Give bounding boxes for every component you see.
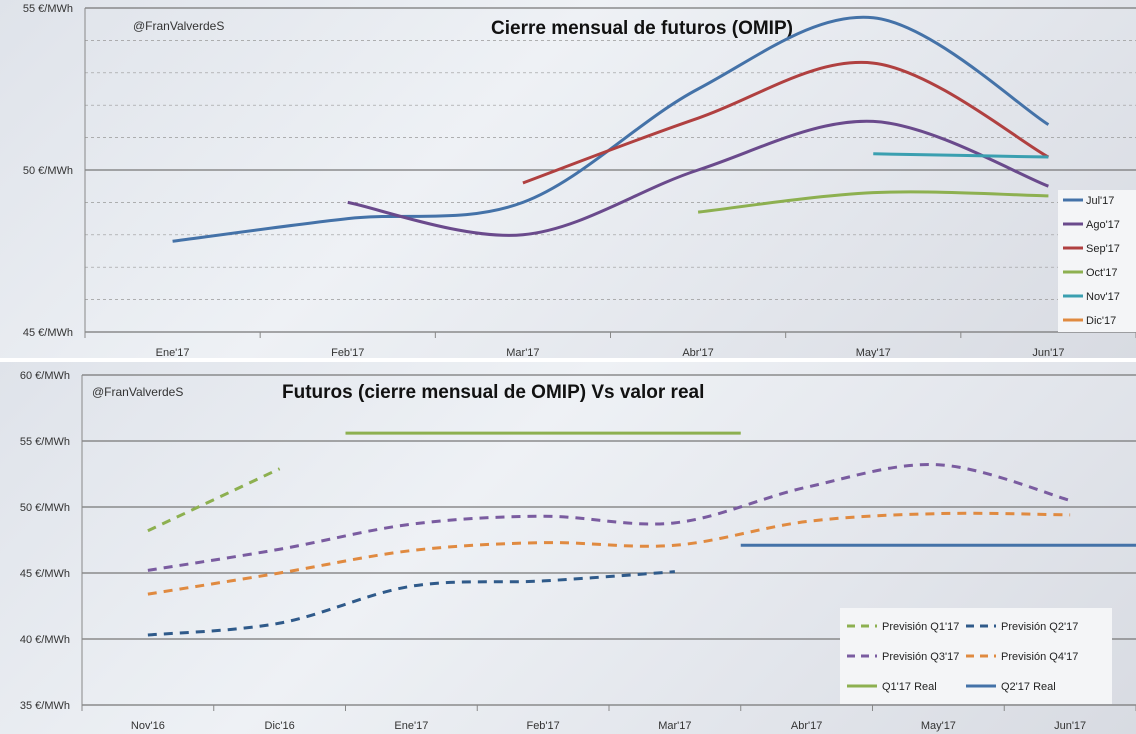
legend-label: Dic'17 — [1086, 315, 1116, 327]
legend-label: Previsión Q4'17 — [1001, 651, 1078, 663]
y-tick-label: 55 €/MWh — [23, 3, 73, 15]
series-line-1 — [347, 119, 1049, 237]
y-tick-label: 60 €/MWh — [20, 370, 70, 382]
legend-box — [840, 608, 1112, 704]
x-tick-label: Jun'17 — [1054, 720, 1086, 732]
x-tick-label: Mar'17 — [658, 720, 691, 732]
series-line-2 — [522, 60, 1050, 185]
y-tick-label: 40 €/MWh — [20, 634, 70, 646]
x-tick-label: Ene'17 — [156, 347, 190, 358]
x-tick-label: Feb'17 — [331, 347, 364, 358]
series-line-0 — [147, 467, 281, 533]
legend-label: Jul'17 — [1086, 195, 1114, 207]
legend-label: Q2'17 Real — [1001, 681, 1056, 693]
chart-title: Futuros (cierre mensual de OMIP) Vs valo… — [282, 382, 704, 403]
x-tick-label: Abr'17 — [682, 347, 713, 358]
x-tick-label: Feb'17 — [526, 720, 559, 732]
x-tick-label: Nov'16 — [131, 720, 165, 732]
x-tick-label: May'17 — [856, 347, 891, 358]
y-tick-label: 45 €/MWh — [23, 327, 73, 339]
legend-box — [1058, 190, 1136, 332]
legend-label: Sep'17 — [1086, 243, 1120, 255]
chart-title: Cierre mensual de futuros (OMIP) — [491, 18, 793, 39]
legend-label: Previsión Q2'17 — [1001, 621, 1078, 633]
y-tick-label: 50 €/MWh — [20, 502, 70, 514]
legend-label: Previsión Q3'17 — [882, 651, 959, 663]
x-tick-label: Ene'17 — [394, 720, 428, 732]
y-tick-label: 55 €/MWh — [20, 436, 70, 448]
legend-label: Nov'17 — [1086, 291, 1120, 303]
y-tick-label: 35 €/MWh — [20, 700, 70, 712]
series-line-4 — [873, 152, 1049, 159]
chart-1-svg: 45 €/MWh 50 €/MWh 55 €/MWh Ene'17 Feb'17 Mar'… — [23, 3, 1136, 358]
x-tick-label: Jun'17 — [1032, 347, 1064, 358]
chart-futures-vs-real: 35 €/MWh 40 €/MWh 45 €/MWh 50 €/MWh 55 €/MWh… — [0, 362, 1136, 734]
x-tick-label: Dic'16 — [265, 720, 295, 732]
y-tick-label: 50 €/MWh — [23, 165, 73, 177]
series-line-0 — [172, 15, 1050, 243]
legend-label: Ago'17 — [1086, 219, 1120, 231]
series-line-3 — [697, 190, 1049, 214]
series-line-1 — [147, 570, 675, 637]
x-tick-label: May'17 — [921, 720, 956, 732]
x-tick-label: Mar'17 — [506, 347, 539, 358]
watermark-handle: @FranValverdeS — [92, 385, 183, 399]
chart-2-svg: 35 €/MWh 40 €/MWh 45 €/MWh 50 €/MWh 55 €/MWh… — [20, 370, 1136, 732]
legend-label: Q1'17 Real — [882, 681, 937, 693]
series-line-2 — [147, 463, 1071, 572]
x-tick-label: Abr'17 — [791, 720, 822, 732]
series-line-3 — [147, 511, 1071, 596]
y-tick-label: 45 €/MWh — [20, 568, 70, 580]
chart-futures-monthly-close: 45 €/MWh 50 €/MWh 55 €/MWh Ene'17 Feb'17 Mar'… — [0, 0, 1136, 358]
legend-label: Oct'17 — [1086, 267, 1117, 279]
watermark-handle: @FranValverdeS — [133, 19, 224, 33]
legend-label: Previsión Q1'17 — [882, 621, 959, 633]
